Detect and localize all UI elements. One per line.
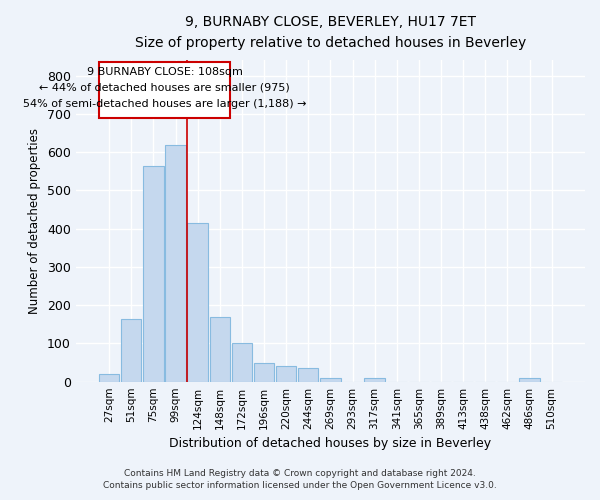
Text: Contains HM Land Registry data © Crown copyright and database right 2024.
Contai: Contains HM Land Registry data © Crown c… (103, 468, 497, 490)
Bar (298, 368, 319, 382)
Y-axis label: Number of detached properties: Number of detached properties (28, 128, 41, 314)
Text: 54% of semi-detached houses are larger (1,188) →: 54% of semi-detached houses are larger (… (23, 98, 306, 108)
Bar (232, 342, 252, 382)
Bar (364, 378, 385, 382)
Bar (320, 378, 341, 382)
Bar (143, 166, 164, 382)
Title: 9, BURNABY CLOSE, BEVERLEY, HU17 7ET
Size of property relative to detached house: 9, BURNABY CLOSE, BEVERLEY, HU17 7ET Siz… (135, 15, 526, 50)
Bar (99, 374, 119, 382)
Bar (187, 223, 208, 382)
Bar (166, 144, 185, 382)
X-axis label: Distribution of detached houses by size in Beverley: Distribution of detached houses by size … (169, 437, 491, 450)
FancyBboxPatch shape (99, 62, 230, 118)
Bar (121, 318, 142, 382)
Text: 9 BURNABY CLOSE: 108sqm: 9 BURNABY CLOSE: 108sqm (86, 67, 242, 77)
Bar (520, 378, 540, 382)
Bar (209, 316, 230, 382)
Bar (276, 366, 296, 382)
Bar (254, 362, 274, 382)
Text: ← 44% of detached houses are smaller (975): ← 44% of detached houses are smaller (97… (39, 83, 290, 93)
